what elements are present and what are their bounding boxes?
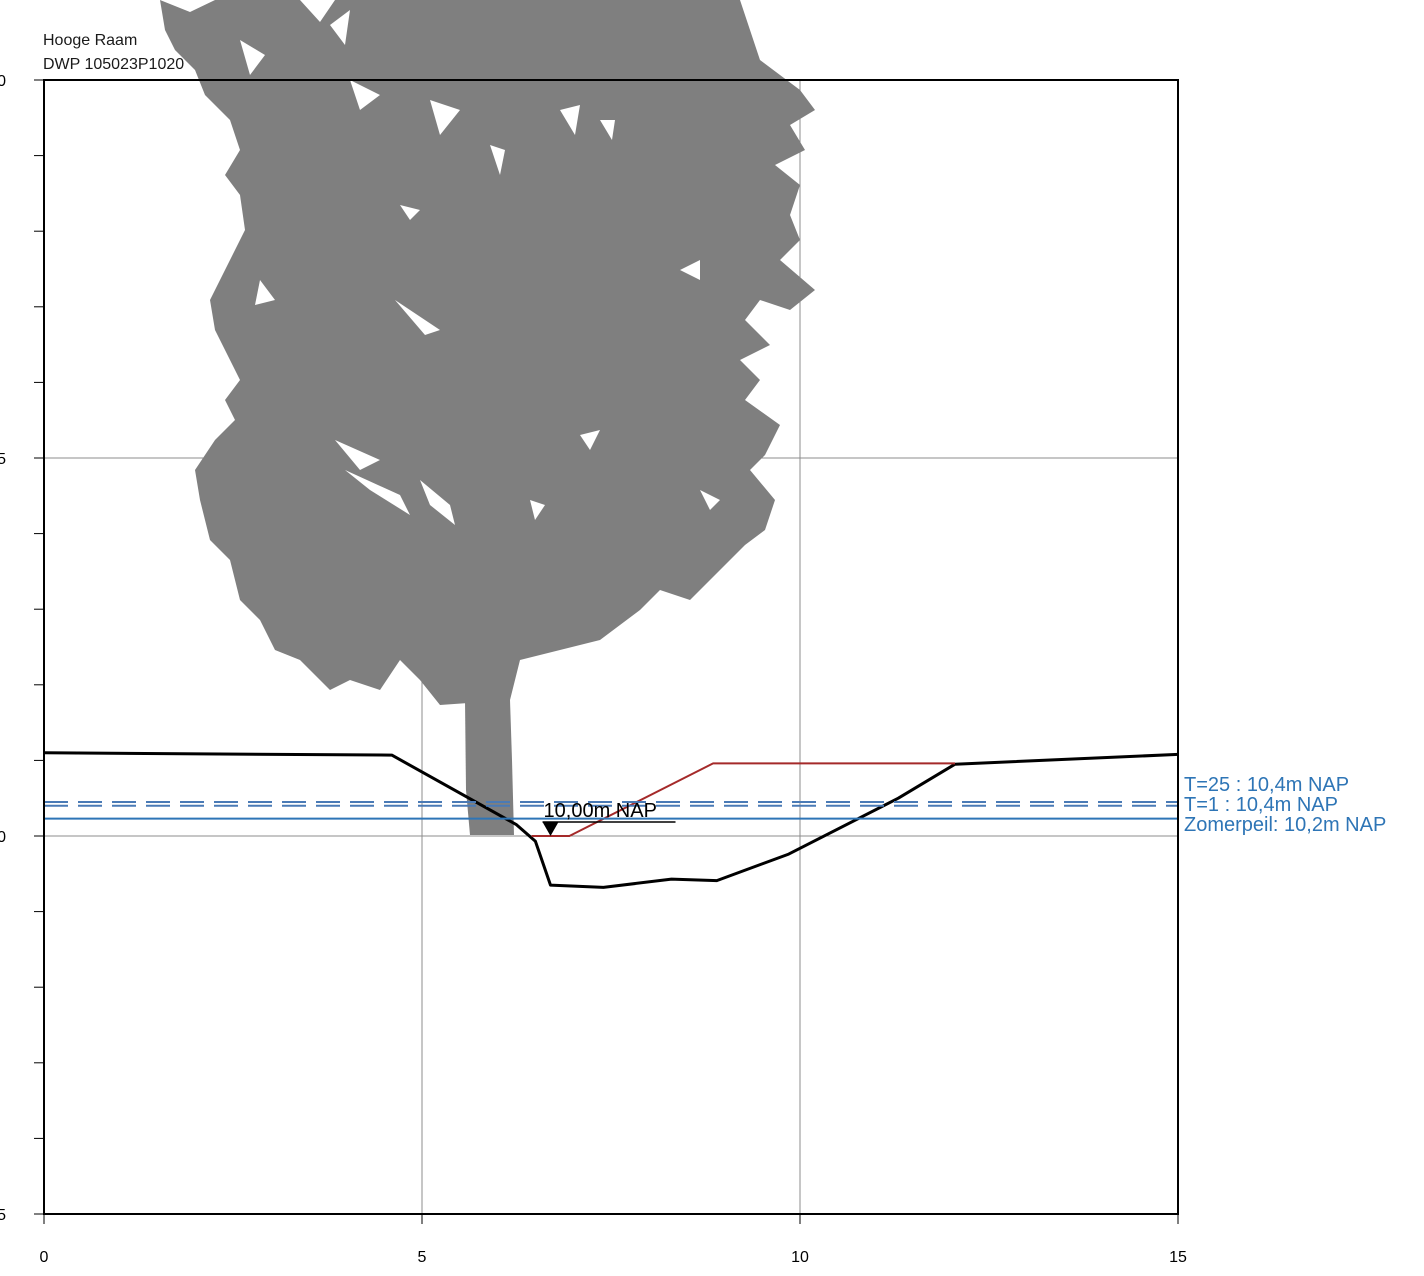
canopy-gaps: [240, 10, 720, 525]
tree-silhouette-icon: [160, 0, 815, 835]
plot-frame: [34, 79, 1179, 1224]
reference-label: 10,00m NAP: [544, 800, 657, 822]
tree-canopy: [160, 0, 815, 705]
y-tick-label: 5: [0, 451, 6, 468]
y-tick-label: 0: [0, 73, 6, 90]
series: [43, 751, 1179, 889]
reference-marker-icon: [542, 822, 559, 836]
water-level-label: T=1 : 10,4m NAP: [1184, 794, 1338, 816]
x-tick-label: 5: [418, 1249, 427, 1266]
x-tick-label: 15: [1169, 1249, 1187, 1266]
series-design_profile: [531, 762, 955, 837]
water-level-label: T=25 : 10,4m NAP: [1184, 774, 1349, 796]
labels: 10,00m NAP 0 5 10 15 0 5 0 5 T=25 : 10,4m NAPT=1 …: [0, 73, 1386, 1266]
plot-border: [43, 79, 1179, 1215]
y-tick-label: 5: [0, 1207, 6, 1224]
tree-trunk: [465, 700, 514, 835]
water-level-label: Zomerpeil: 10,2m NAP: [1184, 814, 1386, 836]
chart-title-line-1: Hooge Raam: [43, 32, 138, 49]
y-tick-label: 0: [0, 829, 6, 846]
x-tick-label: 0: [40, 1249, 49, 1266]
x-tick-label: 10: [791, 1249, 809, 1266]
chart-title-line-2: DWP 105023P1020: [43, 56, 185, 73]
series-profile: [43, 751, 1179, 889]
